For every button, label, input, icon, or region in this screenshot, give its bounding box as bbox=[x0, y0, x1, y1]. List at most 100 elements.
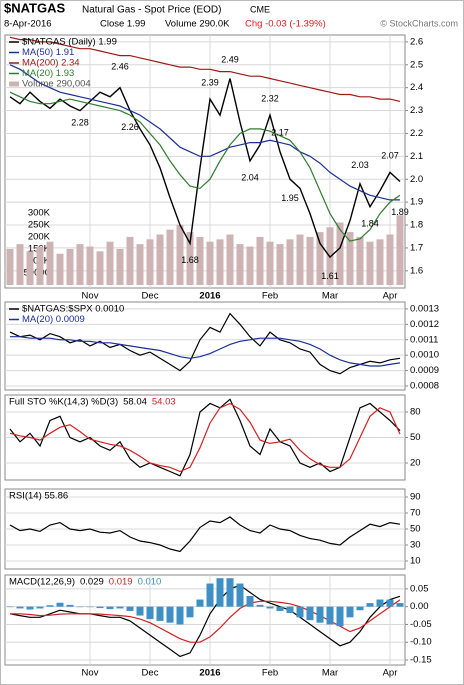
bar bbox=[146, 606, 154, 620]
bar bbox=[96, 251, 104, 285]
y-tick-label: 10 bbox=[410, 556, 421, 567]
y2-tick-label: 300K bbox=[28, 207, 51, 218]
bar bbox=[246, 595, 254, 607]
y-tick-label: 90 bbox=[410, 492, 421, 503]
close: Close 1.99 bbox=[100, 19, 145, 30]
y-tick-label: 2.4 bbox=[410, 82, 423, 93]
series-line bbox=[9, 402, 401, 473]
bar bbox=[376, 239, 384, 285]
bar bbox=[116, 606, 124, 609]
bar bbox=[96, 606, 104, 609]
exchange: CME bbox=[250, 4, 270, 14]
data-label: 2.46 bbox=[111, 61, 129, 71]
series-line bbox=[9, 78, 401, 259]
legend-label: $NATGAS (Daily) 1.99 bbox=[22, 37, 117, 48]
bar bbox=[346, 232, 354, 285]
series-line bbox=[9, 516, 401, 553]
data-label: 2.07 bbox=[381, 151, 399, 161]
x-tick-label: Apr bbox=[383, 668, 398, 679]
bar bbox=[366, 241, 374, 285]
bar bbox=[206, 583, 214, 607]
bar bbox=[176, 606, 184, 625]
x-tick-label: Mar bbox=[322, 291, 338, 302]
legend-label: 0.029 bbox=[80, 577, 104, 588]
data-label: 2.17 bbox=[271, 128, 289, 138]
bar bbox=[286, 239, 294, 285]
bar bbox=[166, 606, 174, 623]
legend-label: Volume 290,004 bbox=[22, 79, 91, 90]
bar bbox=[46, 605, 54, 607]
y-tick-label: 2.0 bbox=[410, 174, 423, 185]
bar bbox=[336, 222, 344, 285]
y-tick-label: 50 bbox=[410, 432, 421, 443]
x-tick-label: 2016 bbox=[199, 291, 220, 302]
y-tick-label: 2.5 bbox=[410, 59, 423, 70]
y-tick-label: 0.0009 bbox=[410, 365, 439, 376]
x-tick-label: Nov bbox=[82, 668, 99, 679]
bar bbox=[206, 241, 214, 285]
bar bbox=[266, 606, 274, 609]
data-label: 2.03 bbox=[351, 160, 369, 170]
data-label: 2.49 bbox=[221, 54, 239, 64]
x-tick-label: Feb bbox=[262, 291, 278, 302]
panel-title: Full STO %K(14,3) %D(3) bbox=[9, 397, 118, 408]
data-label: 2.39 bbox=[201, 77, 219, 87]
legend-label: 58.04 bbox=[123, 397, 147, 408]
bar bbox=[366, 603, 374, 607]
data-label: 2.28 bbox=[71, 118, 89, 128]
bar bbox=[296, 234, 304, 285]
series-line bbox=[9, 584, 401, 658]
legend-label: 54.03 bbox=[152, 397, 176, 408]
x-tick-label: Dec bbox=[142, 291, 159, 302]
bar bbox=[66, 604, 74, 607]
y-tick-label: 0.0010 bbox=[410, 350, 439, 361]
y-tick-label: 2.6 bbox=[410, 36, 423, 47]
bar bbox=[46, 241, 54, 285]
data-label: 1.89 bbox=[391, 207, 409, 217]
bar bbox=[56, 253, 64, 285]
symbol: $NATGAS bbox=[4, 0, 65, 15]
instrument-name: Natural Gas - Spot Price (EOD) bbox=[82, 5, 221, 16]
bar bbox=[306, 606, 314, 621]
bar bbox=[186, 606, 194, 618]
y-tick-label: 0.0012 bbox=[410, 319, 439, 330]
bar bbox=[126, 236, 134, 285]
data-label: 2.04 bbox=[241, 172, 259, 182]
legend-label: MA(20) 1.93 bbox=[22, 68, 74, 79]
bar bbox=[286, 606, 294, 614]
bar bbox=[36, 606, 44, 609]
bar bbox=[246, 246, 254, 285]
x-tick-label: Feb bbox=[262, 668, 278, 679]
bar bbox=[126, 606, 134, 611]
data-label: 1.95 bbox=[281, 193, 299, 203]
series-line bbox=[9, 36, 401, 102]
y-tick-label: 0.0013 bbox=[410, 303, 439, 314]
bar bbox=[356, 606, 364, 611]
bar bbox=[226, 234, 234, 285]
bar bbox=[16, 244, 24, 285]
x-tick-label: Mar bbox=[322, 668, 338, 679]
series-line bbox=[9, 64, 400, 201]
bar bbox=[6, 248, 14, 285]
bar bbox=[266, 241, 274, 285]
bar bbox=[26, 251, 34, 285]
bar bbox=[26, 606, 34, 610]
bar bbox=[386, 234, 394, 285]
legend-label: $NATGAS:$SPX 0.0010 bbox=[22, 304, 124, 315]
bar bbox=[316, 232, 324, 285]
y-tick-label: 30 bbox=[410, 540, 421, 551]
bar bbox=[236, 583, 244, 607]
series-line bbox=[10, 599, 401, 643]
bar bbox=[356, 236, 364, 285]
series-line bbox=[10, 336, 401, 367]
bar bbox=[326, 606, 334, 625]
y-tick-label: 1.9 bbox=[410, 197, 423, 208]
legend-label: MA(20) 0.0009 bbox=[22, 314, 85, 325]
bar bbox=[156, 606, 164, 621]
y-tick-label: -0.15 bbox=[410, 655, 432, 666]
series-line bbox=[9, 91, 401, 242]
data-label: 1.84 bbox=[361, 218, 379, 228]
bar bbox=[166, 229, 174, 285]
bar bbox=[396, 215, 404, 285]
